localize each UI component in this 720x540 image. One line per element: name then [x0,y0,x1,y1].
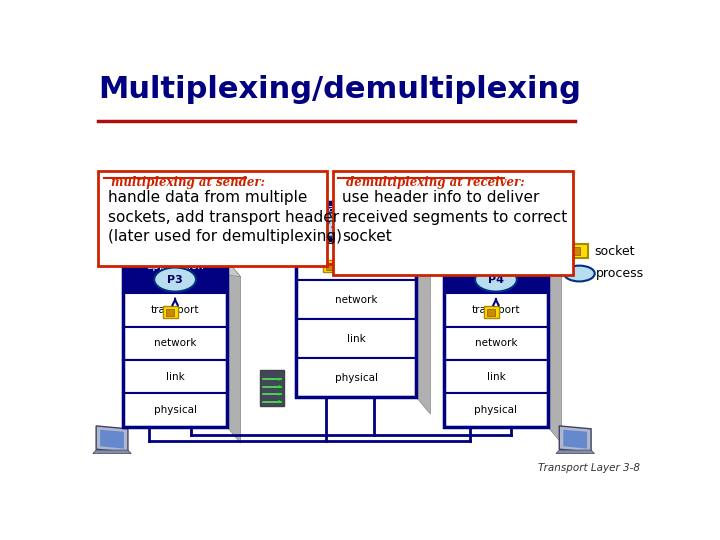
Bar [444,260,548,427]
Bar [444,294,548,327]
Bar [297,241,416,280]
Circle shape [277,393,281,395]
Text: physical: physical [335,373,378,383]
Text: application: application [467,261,525,271]
FancyBboxPatch shape [567,245,588,258]
Text: process: process [596,267,644,280]
Bar [444,327,548,360]
Bar [124,260,227,427]
Text: multiplexing at sender:: multiplexing at sender: [111,176,265,189]
Bar [297,280,416,319]
Polygon shape [444,260,562,277]
FancyBboxPatch shape [362,260,378,272]
Ellipse shape [564,266,595,281]
Bar [124,360,227,393]
Text: application: application [328,204,385,214]
FancyBboxPatch shape [260,370,284,406]
FancyBboxPatch shape [163,306,179,319]
FancyBboxPatch shape [487,309,495,316]
Text: application: application [146,261,204,271]
FancyBboxPatch shape [366,264,374,271]
Polygon shape [227,260,240,443]
Ellipse shape [364,213,402,237]
Text: transport: transport [332,255,381,266]
Text: link: link [347,334,366,344]
Polygon shape [556,450,595,454]
FancyBboxPatch shape [323,260,338,272]
Circle shape [277,400,281,403]
FancyBboxPatch shape [333,171,572,275]
Bar [444,260,548,294]
Bar [297,202,416,397]
Text: transport: transport [472,305,520,315]
Text: handle data from multiple
sockets, add transport header
(later used for demultip: handle data from multiple sockets, add t… [108,191,342,244]
Text: link: link [487,372,505,382]
FancyBboxPatch shape [166,309,174,316]
Text: network: network [154,339,197,348]
Bar [124,294,227,327]
Text: P3: P3 [167,274,183,285]
Text: transport: transport [334,242,379,252]
Text: physical: physical [153,405,197,415]
Text: physical: physical [474,405,518,415]
Text: socket: socket [594,245,634,258]
Text: Transport Layer 3-8: Transport Layer 3-8 [538,463,639,473]
Bar [124,393,227,427]
FancyBboxPatch shape [99,171,327,266]
Ellipse shape [311,213,349,237]
FancyBboxPatch shape [484,306,499,319]
Text: network: network [336,295,378,305]
Polygon shape [548,260,562,443]
Text: use header info to deliver
received segments to correct
socket: use header info to deliver received segm… [342,191,567,244]
FancyBboxPatch shape [326,264,334,271]
Text: network: network [474,339,517,348]
Ellipse shape [475,267,517,292]
Bar [297,319,416,359]
Text: P1: P1 [322,220,338,229]
Text: P4: P4 [488,274,504,285]
Polygon shape [96,426,128,452]
Polygon shape [416,202,431,414]
Polygon shape [563,430,587,449]
Polygon shape [100,430,124,449]
Bar [297,202,416,241]
Bar [124,327,227,360]
Ellipse shape [154,267,196,292]
Text: transport: transport [151,305,199,315]
Polygon shape [559,426,591,452]
Circle shape [277,386,281,388]
Bar [124,260,227,294]
FancyBboxPatch shape [572,247,580,255]
Text: demultiplexing at receiver:: demultiplexing at receiver: [346,176,524,189]
Polygon shape [297,202,431,219]
Text: link: link [166,372,184,382]
Text: P2: P2 [375,220,391,229]
Polygon shape [93,450,131,454]
Bar [444,360,548,393]
Bar [297,359,416,397]
Text: Multiplexing/demultiplexing: Multiplexing/demultiplexing [98,75,581,104]
Circle shape [277,378,281,380]
Circle shape [343,248,370,269]
Bar [444,393,548,427]
Polygon shape [124,260,240,277]
